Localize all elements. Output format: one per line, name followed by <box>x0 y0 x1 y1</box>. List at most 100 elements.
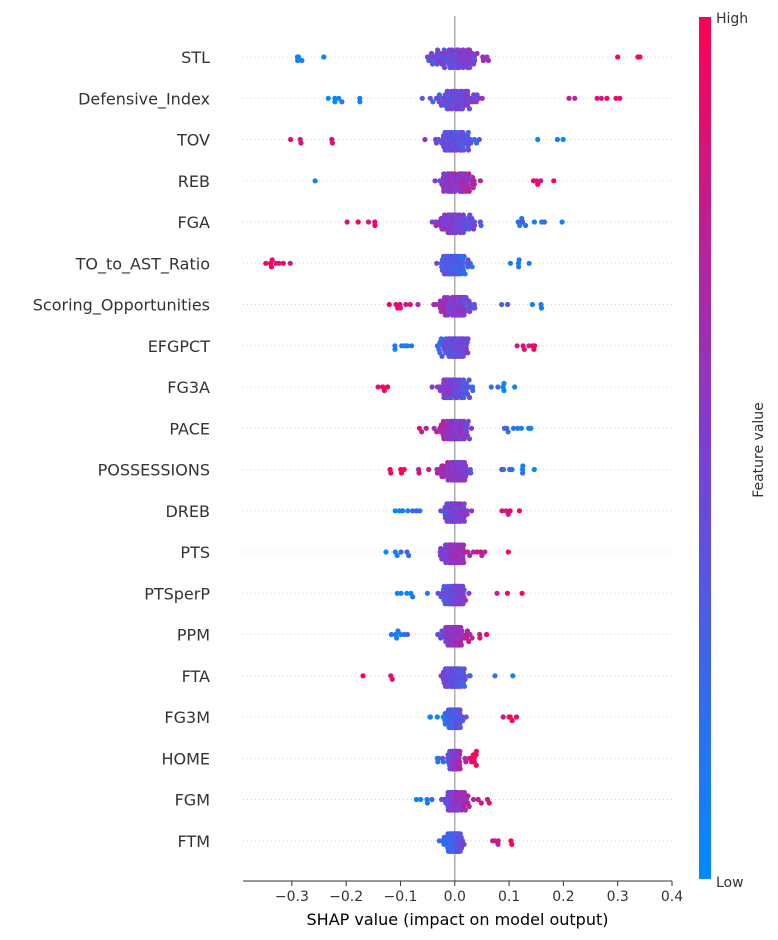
shap-point <box>426 466 432 473</box>
shap-point <box>560 136 566 143</box>
feature-label: PTS <box>180 543 210 562</box>
shap-point <box>467 47 473 53</box>
shap-point <box>418 796 424 803</box>
shap-point <box>468 425 475 431</box>
shap-point <box>416 470 422 476</box>
shap-point <box>457 766 463 772</box>
shap-point <box>463 294 469 301</box>
shap-point <box>394 590 400 596</box>
shap-point <box>332 99 338 105</box>
shap-point <box>438 336 444 342</box>
shap-point <box>598 95 604 101</box>
shap-point <box>410 594 416 600</box>
feature-label: FGA <box>177 213 210 232</box>
shap-point <box>388 470 394 476</box>
shap-point <box>538 305 545 311</box>
feature-label: DREB <box>165 502 210 521</box>
shap-point <box>477 178 483 184</box>
shap-point <box>473 748 479 754</box>
shap-point <box>435 631 441 638</box>
feature-label: PTSperP <box>144 584 210 603</box>
shap-point <box>312 178 318 184</box>
shap-point <box>463 714 469 720</box>
x-tick-label: 0.4 <box>661 889 683 905</box>
shap-point <box>392 508 398 514</box>
shap-point <box>467 308 473 315</box>
shap-point <box>417 508 423 514</box>
shap-point <box>461 501 467 507</box>
shap-point <box>435 136 441 143</box>
shap-point <box>407 301 413 308</box>
shap-point <box>572 95 578 101</box>
shap-point <box>299 57 305 64</box>
shap-point <box>436 755 442 761</box>
shap-point <box>288 136 294 143</box>
shap-point <box>467 64 473 71</box>
shap-point <box>520 219 526 225</box>
feature-label: FTM <box>178 832 211 851</box>
shap-point <box>401 466 407 473</box>
shap-point <box>499 301 505 308</box>
shap-point <box>470 796 477 803</box>
shap-point <box>510 425 517 431</box>
feature-label: POSSESSIONS <box>98 461 210 480</box>
shap-point <box>513 714 520 720</box>
shap-point <box>461 559 467 566</box>
shap-point <box>439 353 445 359</box>
feature-label: TOV <box>176 131 210 150</box>
shap-point <box>400 508 406 514</box>
shap-point <box>424 590 430 596</box>
shap-point <box>381 387 387 394</box>
shap-point <box>504 590 510 596</box>
feature-label: FGM <box>175 791 210 810</box>
feature-label: PPM <box>177 626 210 645</box>
shap-point <box>433 222 439 229</box>
shap-point <box>460 129 466 136</box>
shap-point <box>499 508 505 514</box>
shap-point <box>404 590 410 596</box>
shap-point <box>394 552 400 559</box>
shap-point <box>435 47 441 53</box>
shap-point <box>494 590 500 596</box>
x-axis-title: SHAP value (impact on model output) <box>307 910 609 929</box>
shap-point <box>460 717 466 724</box>
shap-point <box>473 762 479 768</box>
shap-point <box>465 793 471 799</box>
feature-rows: STL Defensive_Index TOV REB FGA TO_to_AST_Rat… <box>33 48 672 851</box>
shap-point <box>455 807 461 813</box>
shap-point <box>268 264 274 270</box>
shap-point <box>385 384 391 390</box>
shap-point <box>445 312 451 318</box>
shap-point <box>435 590 441 596</box>
feature-label: EFGPCT <box>148 337 211 356</box>
feature-label: STL <box>181 48 210 67</box>
x-tick-label: −0.2 <box>329 889 363 905</box>
shap-point <box>467 673 473 679</box>
shap-point <box>465 88 471 94</box>
shap-point <box>355 219 361 225</box>
shap-point <box>472 305 478 311</box>
shap-point <box>523 222 529 229</box>
shap-point <box>360 673 366 679</box>
colorbar-title: Feature value <box>751 402 767 498</box>
shap-point <box>604 95 610 101</box>
shap-point <box>526 260 532 266</box>
shap-point <box>422 136 428 143</box>
shap-point <box>526 343 532 349</box>
shap-point <box>389 676 395 682</box>
shap-point <box>427 714 433 720</box>
shap-point <box>475 796 481 803</box>
shap-point <box>375 384 381 390</box>
shap-point <box>432 178 438 184</box>
shap-point <box>365 219 372 225</box>
shap-point <box>521 346 527 352</box>
shap-point <box>478 222 484 229</box>
shap-point <box>509 466 515 473</box>
shap-point <box>436 92 442 98</box>
shap-point <box>488 384 494 390</box>
shap-point <box>383 549 389 555</box>
shap-point <box>507 260 513 266</box>
shap-point <box>529 301 536 308</box>
feature-label: HOME <box>161 749 210 768</box>
x-tick-label: −0.1 <box>383 889 417 905</box>
